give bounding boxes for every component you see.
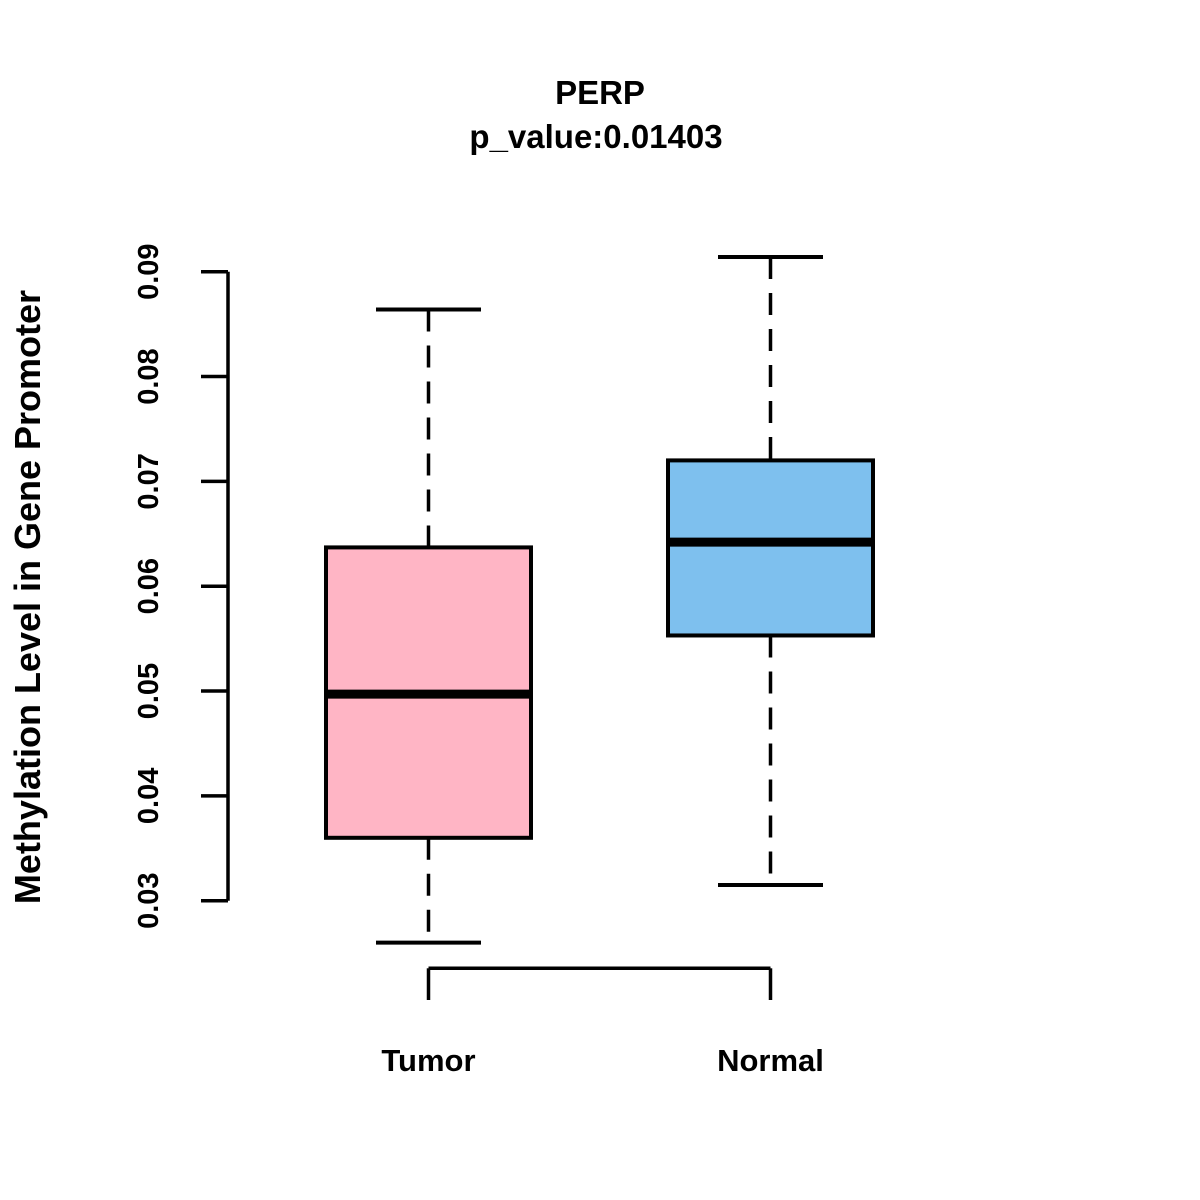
x-category-label: Tumor [381,1043,475,1078]
x-axis: Tumor Normal [381,966,824,1078]
y-axis: 0.03 0.04 0.05 0.06 0.07 0.08 0.09 [133,243,230,929]
y-tick-label: 0.06 [133,558,165,614]
chart-subtitle: p_value:0.01403 [469,118,722,155]
x-category-label: Normal [717,1043,824,1078]
y-tick-label: 0.04 [133,768,165,824]
boxes [324,255,875,945]
normal-box [666,458,875,638]
y-tick-label: 0.03 [133,872,165,928]
y-tick-label: 0.08 [133,348,165,404]
y-tick-label: 0.05 [133,663,165,719]
chart-title: PERP [555,74,645,111]
y-axis-label: Methylation Level in Gene Promoter [7,290,48,904]
y-tick-label: 0.07 [133,453,165,509]
y-tick-label: 0.09 [133,243,165,299]
